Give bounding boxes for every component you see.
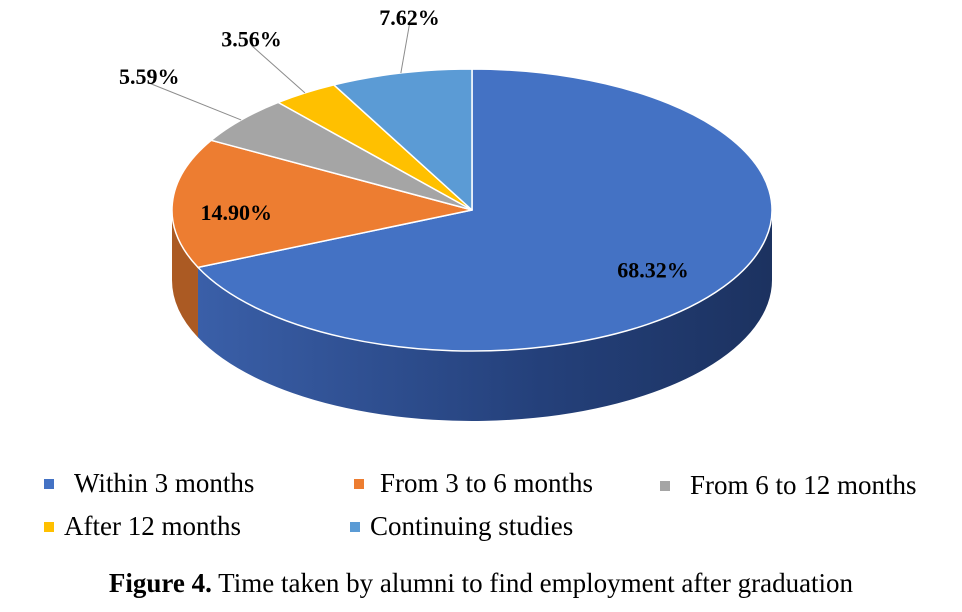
legend-item-continuing-studies: Continuing studies [350, 511, 573, 542]
pie-side-from-3-to-6-months [172, 210, 198, 338]
data-label-within-3-months: 68.32% [617, 258, 689, 283]
data-label-from-6-to-12-months: 5.59% [119, 64, 180, 89]
data-label-continuing-studies: 7.62% [379, 5, 440, 30]
leader-line [400, 23, 411, 74]
data-label-from-3-to-6-months: 14.90% [201, 200, 273, 225]
figure-caption: Figure 4. Time taken by alumni to find e… [0, 568, 962, 599]
legend-swatch [660, 480, 670, 491]
legend-swatch [354, 478, 364, 489]
legend-swatch [350, 521, 360, 532]
pie-slice-from-3-to-6-months [171, 139, 473, 269]
data-label-after-12-months: 3.56% [221, 26, 282, 51]
legend-label: Continuing studies [370, 511, 574, 541]
leader-line [251, 45, 306, 94]
caption-text: Time taken by alumni to find employment … [211, 568, 854, 598]
legend-swatch [44, 521, 54, 532]
legend-item-6-to-12-months: From 6 to 12 months [660, 470, 917, 501]
legend-item-after-12-months: After 12 months [44, 511, 241, 542]
pie-slice-within-3-months [197, 68, 773, 352]
pie-chart: 68.32% 14.90% 5.59% 3.56% 7.62% [119, 5, 773, 422]
leader-line [149, 82, 242, 121]
legend-item-within-3-months: Within 3 months [44, 468, 254, 499]
legend-label: After 12 months [64, 511, 241, 541]
legend-label: From 3 to 6 months [380, 468, 594, 498]
legend-label: From 6 to 12 months [690, 470, 917, 500]
legend: Within 3 months From 3 to 6 months From … [0, 458, 962, 558]
caption-label: Figure 4. [108, 568, 212, 598]
pie-side-within-3-months [197, 210, 773, 422]
legend-label: Within 3 months [74, 468, 255, 498]
legend-item-3-to-6-months: From 3 to 6 months [354, 468, 593, 499]
legend-swatch [44, 478, 54, 489]
